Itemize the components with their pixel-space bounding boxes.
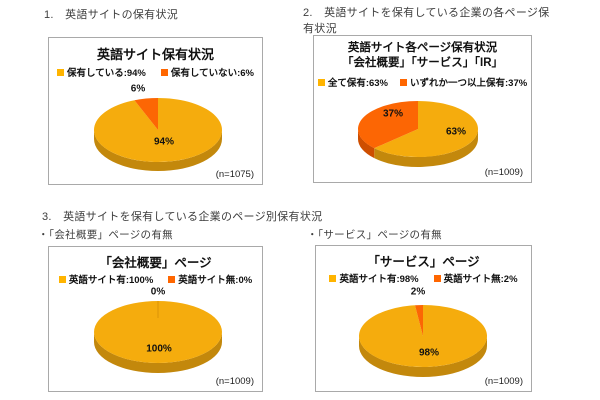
legend: 全て保有:63% いずれか一つ以上保有:37% xyxy=(314,75,531,89)
sample-size-label: (n=1009) xyxy=(484,167,523,178)
legend-label: 保有している:94% xyxy=(66,68,146,79)
legend-label: 英語サイト無:0% xyxy=(178,275,253,286)
legend-label: 全て保有:63% xyxy=(327,78,388,89)
slice-label-minor: 6% xyxy=(130,83,146,95)
legend-item: 全て保有:63% xyxy=(317,75,388,89)
legend: 英語サイト有:100% 英語サイト無:0% xyxy=(49,272,262,286)
legend-label: 英語サイト無:2% xyxy=(443,274,518,285)
slice-label-minor: 37% xyxy=(382,108,404,120)
slice-label-major: 98% xyxy=(418,347,440,359)
section-heading-2: 2. 英語サイトを保有している企業の各ページ保有状況 xyxy=(303,7,550,35)
legend-color-swatch-icon xyxy=(329,274,337,282)
slice-label-major: 94% xyxy=(153,136,175,148)
legend-label: 保有していない:6% xyxy=(170,68,254,79)
chart-title-line2: 「会社概要」「サービス」「IR」 xyxy=(342,56,503,69)
legend-item: いずれか一つ以上保有:37% xyxy=(400,75,527,89)
slice-label-major: 100% xyxy=(146,343,172,355)
legend-item: 英語サイト有:98% xyxy=(329,271,419,285)
legend-color-swatch-icon xyxy=(433,274,441,282)
legend-item: 英語サイト無:0% xyxy=(168,272,252,286)
chart-box-service-page: 「サービス」ページ 英語サイト有:98% 英語サイト無:2% 2% 98% (n… xyxy=(315,245,532,392)
chart-title: 英語サイト保有状況 xyxy=(96,47,214,62)
legend-color-swatch-icon xyxy=(317,78,325,86)
legend-color-swatch-icon xyxy=(160,68,168,76)
legend-item: 英語サイト有:100% xyxy=(58,272,154,286)
legend-color-swatch-icon xyxy=(58,275,66,283)
chart-title: 英語サイト各ページ保有状況 「会社概要」「サービス」「IR」 xyxy=(314,41,531,71)
section-heading-1: 1. 英語サイトの保有状況 xyxy=(44,9,179,21)
bullet-company-page: ・「会社概要」ページの有無 xyxy=(38,229,173,241)
legend-item: 保有していない:6% xyxy=(160,65,254,79)
legend: 保有している:94% 保有していない:6% xyxy=(49,65,262,79)
chart-box-site-ownership: 英語サイト保有状況 保有している:94% 保有していない:6% 6% 94% (… xyxy=(48,37,263,185)
legend-label: 英語サイト有:100% xyxy=(68,275,154,286)
chart-title: 「会社概要」ページ xyxy=(99,256,212,270)
legend-color-swatch-icon xyxy=(56,68,64,76)
legend-color-swatch-icon xyxy=(400,78,407,86)
legend-item: 英語サイト無:2% xyxy=(433,271,518,285)
slice-label-major: 63% xyxy=(445,126,467,138)
legend-color-swatch-icon xyxy=(168,275,176,283)
legend-label: 英語サイト有:98% xyxy=(339,274,419,285)
legend: 英語サイト有:98% 英語サイト無:2% xyxy=(316,271,531,285)
legend-label: いずれか一つ以上保有:37% xyxy=(410,78,528,89)
chart-title-line1: 英語サイト各ページ保有状況 xyxy=(347,42,498,54)
slice-label-minor: 0% xyxy=(150,286,166,298)
legend-item: 保有している:94% xyxy=(56,65,146,79)
chart-box-page-ownership: 英語サイト各ページ保有状況 「会社概要」「サービス」「IR」 全て保有:63% … xyxy=(313,35,532,183)
chart-box-company-page: 「会社概要」ページ 英語サイト有:100% 英語サイト無:0% 0% 100% … xyxy=(48,246,263,392)
sample-size-label: (n=1009) xyxy=(215,376,254,387)
chart-title: 「サービス」ページ xyxy=(367,255,480,269)
section-heading-3: 3. 英語サイトを保有している企業のページ別保有状況 xyxy=(42,211,323,223)
bullet-service-page: ・「サービス」ページの有無 xyxy=(307,229,442,241)
sample-size-label: (n=1075) xyxy=(215,169,254,180)
slice-label-minor: 2% xyxy=(410,286,426,298)
sample-size-label: (n=1009) xyxy=(484,376,523,387)
